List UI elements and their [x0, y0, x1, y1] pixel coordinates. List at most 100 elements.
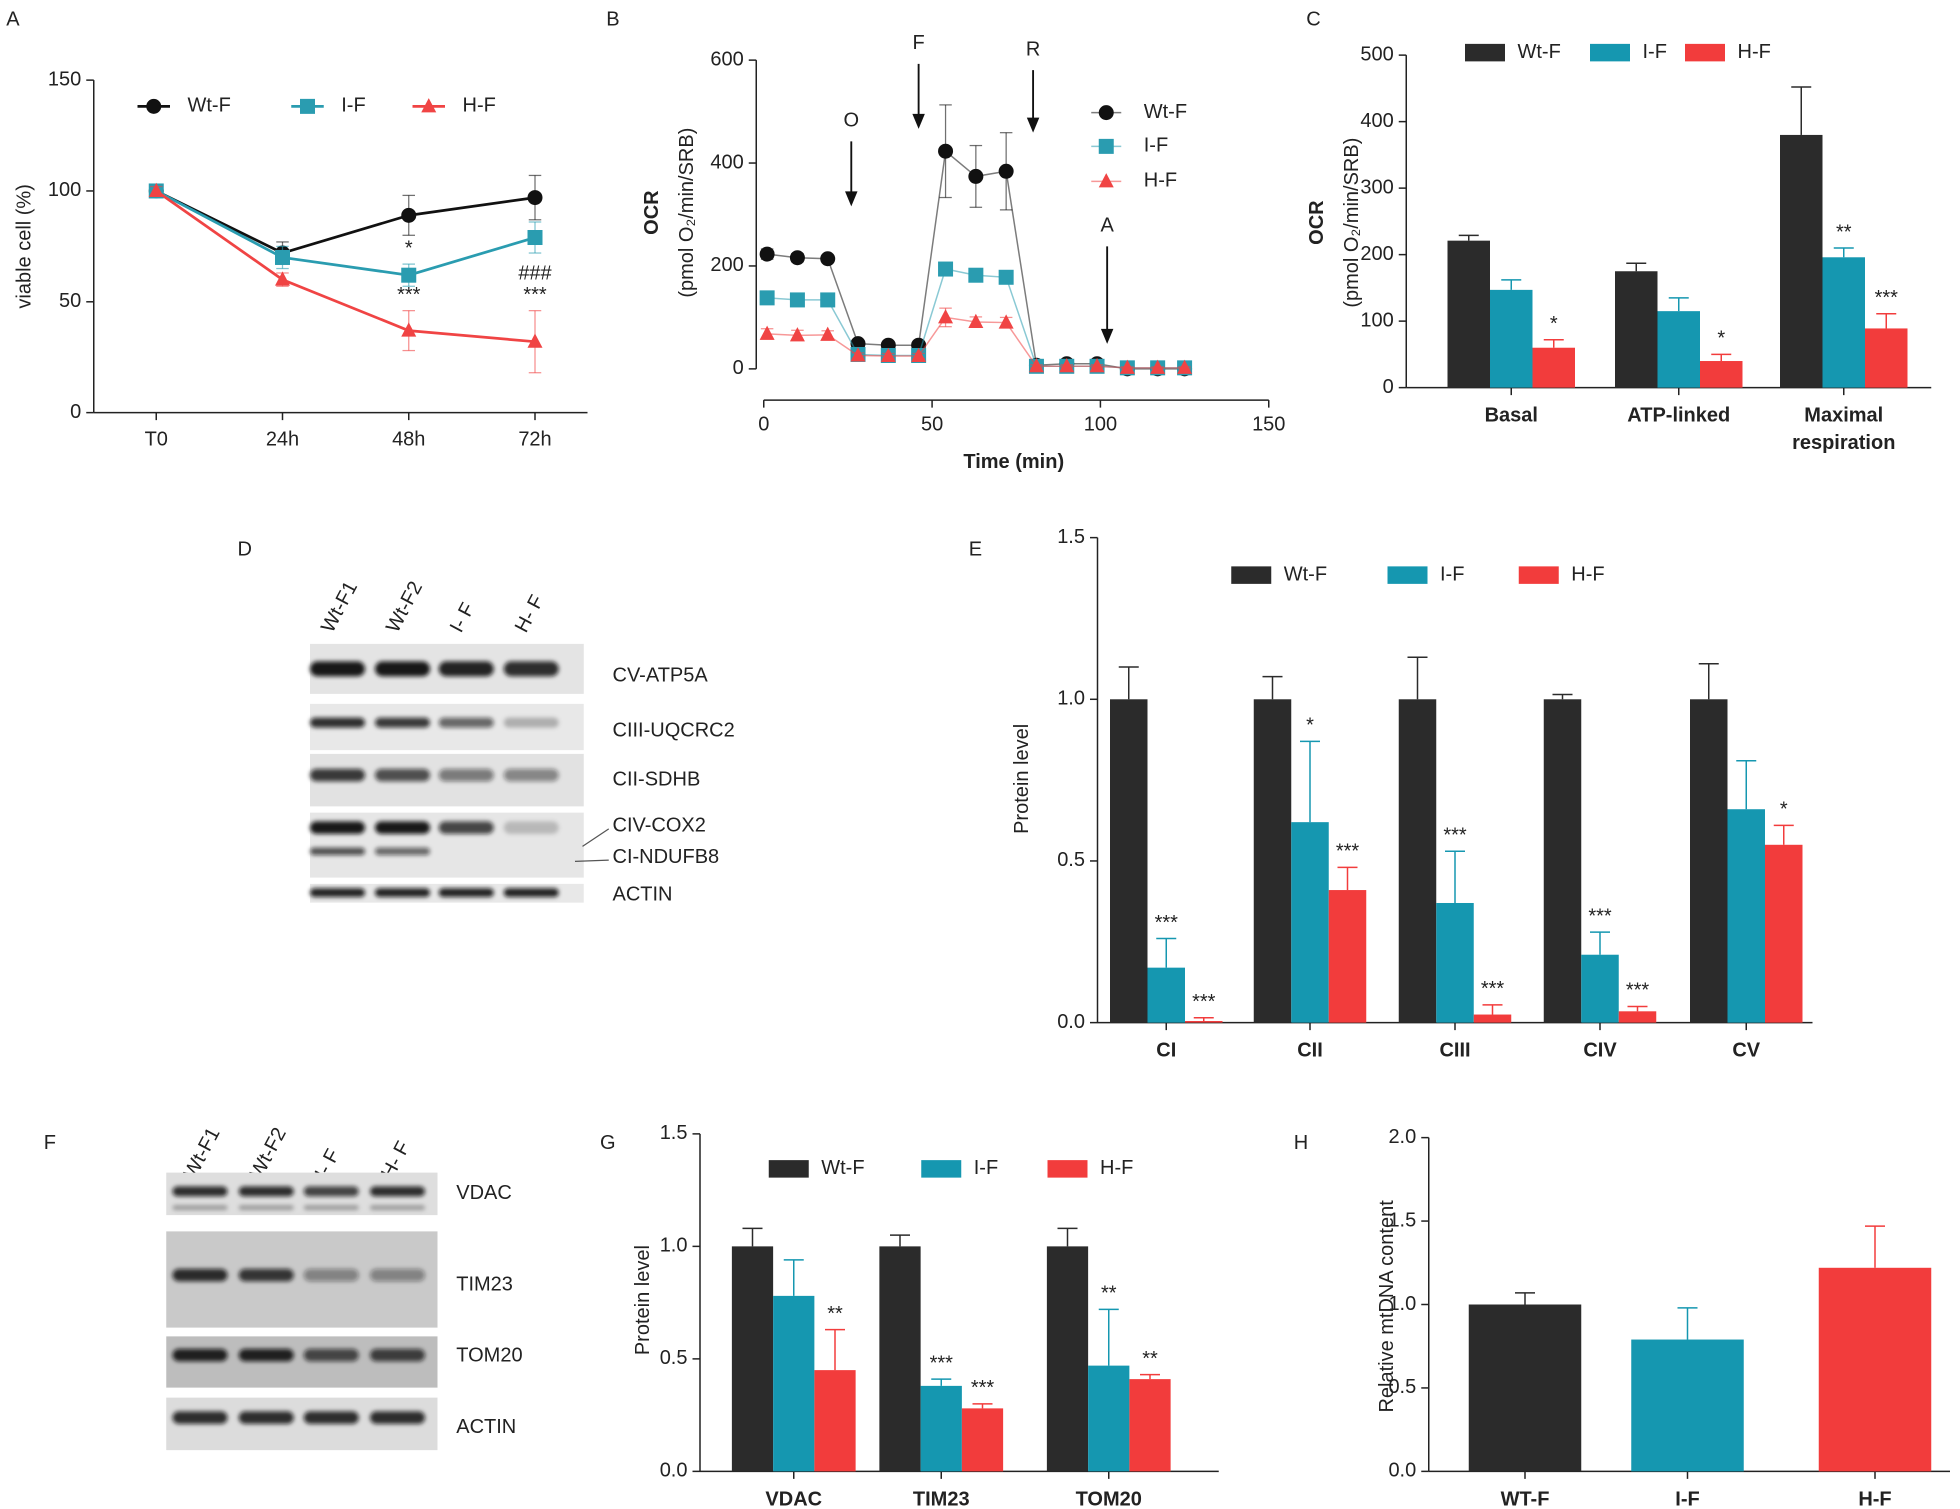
point	[911, 347, 927, 363]
bar	[1581, 954, 1619, 1023]
x-tick-label: TIM23	[913, 1488, 970, 1509]
blot-band	[310, 821, 365, 834]
point	[938, 261, 954, 277]
blot-band	[172, 1348, 228, 1362]
blot-band	[303, 1411, 359, 1424]
legend-swatch	[768, 1160, 809, 1178]
point	[759, 246, 775, 262]
blot-band	[375, 847, 430, 856]
y-tick-label: 100	[1360, 309, 1393, 331]
y-axis-label: Protein level	[1011, 724, 1033, 834]
y-tick-label: 400	[710, 151, 743, 173]
bar	[1088, 1365, 1130, 1472]
point	[148, 182, 164, 197]
y-tick-label: 0.0	[660, 1460, 688, 1482]
x-tick-label: ATP-linked	[1627, 405, 1730, 427]
point	[1098, 173, 1114, 188]
legend-label: H-F	[1144, 170, 1177, 192]
blot-band	[238, 1348, 294, 1362]
significance-label: *	[1550, 313, 1558, 335]
blot-band	[438, 888, 494, 897]
significance-label: *	[405, 237, 413, 259]
y-tick-label: 0.0	[1388, 1460, 1416, 1482]
legend-label: I-F	[341, 95, 365, 117]
y-tick-label: 1.5	[1388, 1209, 1416, 1231]
y-tick-label: 200	[1360, 243, 1393, 265]
significance-label: ###	[518, 263, 552, 285]
blot-band	[238, 1411, 294, 1424]
legend-label: Wt-F	[1518, 41, 1561, 63]
x-tick-label: VDAC	[765, 1488, 822, 1509]
legend-label: H-F	[1571, 563, 1604, 585]
legend-swatch	[1231, 566, 1272, 584]
bar	[1727, 809, 1765, 1023]
significance-label: *	[1306, 715, 1314, 737]
blot-band	[303, 1348, 359, 1362]
blot-band	[370, 1348, 425, 1362]
arrow-head	[912, 113, 925, 129]
blot-band	[375, 717, 430, 728]
blot-band	[375, 768, 430, 782]
bar	[1147, 967, 1185, 1023]
point	[968, 168, 984, 184]
arrow-head	[1100, 328, 1114, 344]
bar	[961, 1408, 1004, 1472]
x-tick-label: Basal	[1485, 405, 1538, 427]
bar	[1185, 1021, 1223, 1023]
blot-band	[503, 768, 559, 782]
point	[1089, 358, 1105, 373]
blot-band	[375, 888, 430, 897]
point	[1059, 358, 1075, 373]
point	[759, 325, 775, 340]
point	[789, 327, 805, 342]
bar	[1473, 1014, 1512, 1023]
x-tick-label: CV	[1732, 1040, 1760, 1062]
y-tick-label: 300	[1360, 176, 1393, 198]
leader-line	[574, 859, 609, 862]
point	[1098, 138, 1114, 154]
y-tick-label: 0.5	[660, 1347, 688, 1369]
y-tick-label: 0	[70, 401, 81, 423]
blot-band	[310, 847, 365, 856]
blot-band	[503, 888, 559, 897]
blot-band	[310, 661, 365, 677]
point	[1119, 359, 1135, 374]
y-tick-label: 50	[59, 290, 81, 312]
y-axis-label: (pmol O₂/min/SRB)	[676, 128, 698, 298]
significance-label: **	[1101, 1283, 1117, 1305]
x-tick-label: I-F	[1675, 1488, 1699, 1509]
x-tick-label: H-F	[1858, 1488, 1891, 1509]
row-label: VDAC	[456, 1182, 512, 1204]
blot-band	[438, 821, 494, 834]
blot-band	[503, 717, 559, 728]
row-label: CIV-COX2	[613, 815, 706, 837]
x-tick-label: 100	[1084, 413, 1117, 435]
x-tick-label: CIV	[1583, 1040, 1617, 1062]
bar	[1291, 822, 1329, 1023]
blot-band	[375, 661, 430, 677]
y-tick-label: 500	[1360, 43, 1393, 65]
y-tick-label: 400	[1360, 110, 1393, 132]
bar	[773, 1295, 815, 1472]
point	[421, 98, 437, 113]
bar	[731, 1246, 774, 1472]
point	[938, 143, 954, 159]
point	[527, 333, 543, 348]
legend-label: Wt-F	[821, 1157, 864, 1179]
bar	[814, 1370, 856, 1472]
x-tick-label: T0	[145, 428, 168, 450]
bar	[1532, 347, 1575, 388]
y-axis-label: Relative mtDNA content	[1376, 1200, 1398, 1413]
blot-band	[438, 717, 494, 728]
point	[527, 230, 543, 246]
point	[968, 313, 984, 329]
blot-band	[370, 1268, 425, 1282]
significance-label: ***	[1875, 287, 1899, 309]
blot-band	[370, 1205, 425, 1211]
y-tick-label: 100	[48, 179, 81, 201]
legend-label: H-F	[1100, 1157, 1133, 1179]
significance-label: ***	[1192, 991, 1216, 1013]
panel-letter: C	[1306, 8, 1320, 30]
blot-band	[303, 1268, 359, 1282]
